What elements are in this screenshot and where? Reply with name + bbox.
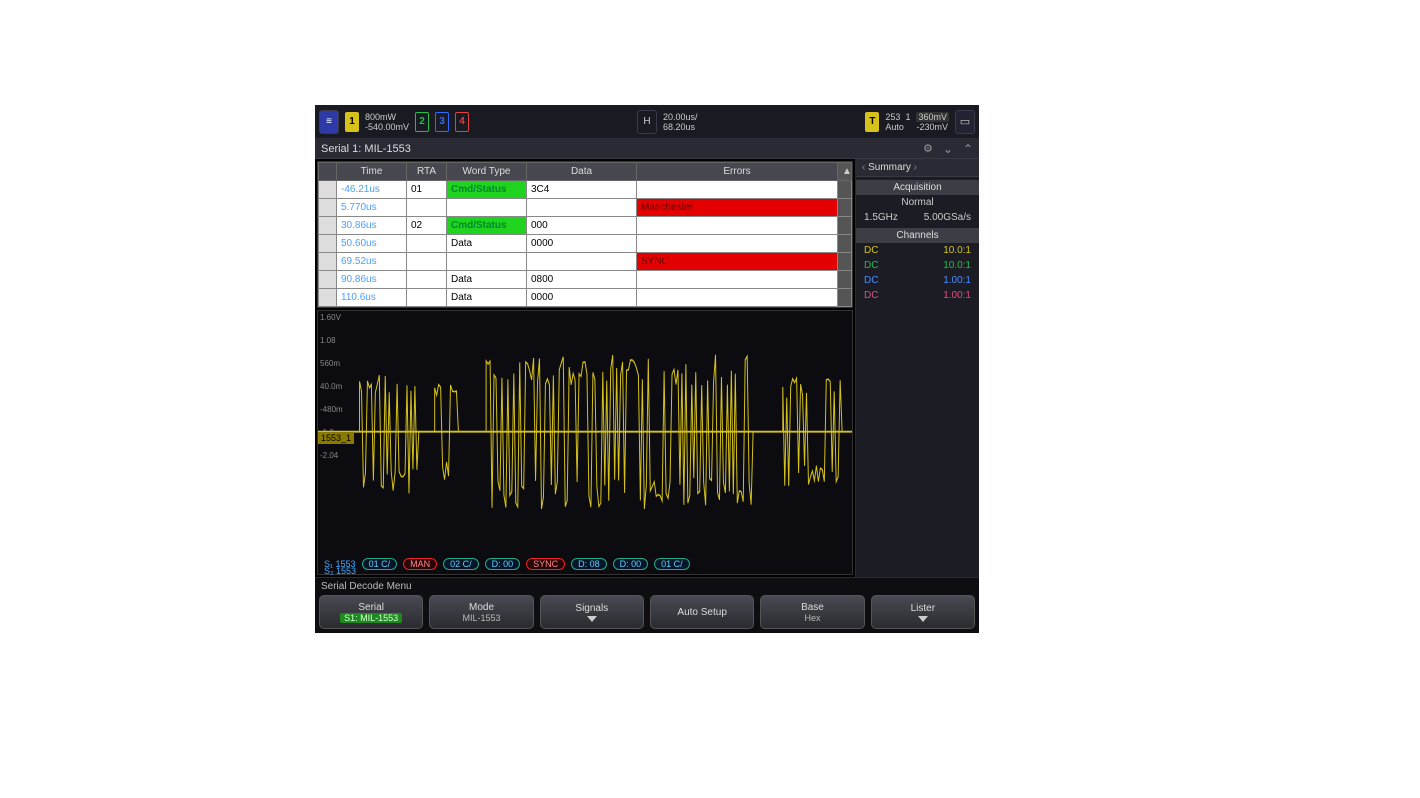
timebase-indicator[interactable]: H [637,110,657,134]
channel-summary-row: DC1.00:1 [856,273,979,288]
timebase-readout: 20.00us/ 68.20us [663,112,698,132]
decode-chip: D: 00 [613,558,649,570]
channel-2-indicator[interactable]: 2 [415,112,429,132]
col-header: Data [527,163,637,181]
decode-chip: SYNC [526,558,565,570]
table-row[interactable]: 69.52usSYNC [319,253,852,271]
channel-summary-row: DC1.00:1 [856,288,979,303]
gear-icon[interactable]: ⚙ [923,142,933,155]
channel-summary-row: DC10.0:1 [856,243,979,258]
table-row[interactable]: 50.60usData0000 [319,235,852,253]
channel-summary-row: DC10.0:1 [856,258,979,273]
chevron-down-icon[interactable]: ⌄ [943,142,953,156]
col-header: RTA [407,163,447,181]
arrow-down-icon [918,616,928,622]
oscilloscope-window: ≡ 1 800mW -540.00mV 2 3 4 H 20.00us/ 68.… [315,105,979,633]
menu-button[interactable]: Base Hex [760,595,864,629]
table-row[interactable]: 30.86us02Cmd/Status000 [319,217,852,235]
trigger-readout: 253 1 Auto [885,112,910,132]
waveform-channel-label: 1553_1 [318,432,354,444]
arrow-down-icon [587,616,597,622]
menu-button[interactable]: Lister [871,595,975,629]
channels-section-header: Channels [856,228,979,243]
table-row[interactable]: -46.21us01Cmd/Status3C4 [319,181,852,199]
col-header: Errors [637,163,838,181]
table-row[interactable]: 5.770usManchester [319,199,852,217]
main-area: TimeRTAWord TypeDataErrors▲ -46.21us01Cm… [315,159,979,577]
serial-title: Serial 1: MIL-1553 [321,143,411,155]
channel-1-indicator[interactable]: 1 [345,112,359,132]
channel-1-scale: 800mW -540.00mV [365,112,409,132]
serial-lister-header: Serial 1: MIL-1553 ⚙ ⌄ ⌃ [315,139,979,159]
channel-4-indicator[interactable]: 4 [455,112,469,132]
decode-chip: MAN [403,558,437,570]
menu-button[interactable]: Auto Setup [650,595,754,629]
table-row[interactable]: 110.6usData0000 [319,289,852,307]
menu-button[interactable]: Signals [540,595,644,629]
serial-decode-menu: Serial Decode Menu Serial S1: MIL-1553 M… [315,577,979,633]
channel-3-indicator[interactable]: 3 [435,112,449,132]
acquisition-section-header: Acquisition [856,180,979,195]
trigger-level-readout: 360mV -230mV [916,112,949,132]
table-body: -46.21us01Cmd/Status3C45.770usManchester… [319,181,852,307]
acquisition-mode: Normal [856,195,979,210]
summary-tab[interactable]: ‹ Summary › [856,159,979,177]
menu-title: Serial Decode Menu [315,578,979,595]
decode-prefix-2: S₂ 1553 [324,566,356,576]
main-menu-button[interactable]: ≡ [319,110,339,134]
decode-chip: 01 C/ [362,558,398,570]
col-header: Word Type [447,163,527,181]
decode-chip: 01 C/ [654,558,690,570]
table-row[interactable]: 90.86usData0800 [319,271,852,289]
acquisition-bandwidth: 1.5GHz5.00GSa/s [856,210,979,225]
menu-button[interactable]: Serial S1: MIL-1553 [319,595,423,629]
decode-lister-table: TimeRTAWord TypeDataErrors▲ -46.21us01Cm… [317,161,853,308]
trigger-channel-indicator[interactable]: T [865,112,879,132]
decode-lane: S₁ 1553 01 C/MAN02 C/D: 00SYNCD: 08D: 00… [318,558,852,570]
waveform-svg [318,311,852,574]
summary-panel: ‹ Summary › Acquisition Normal 1.5GHz5.0… [855,159,979,577]
decode-chip: D: 00 [485,558,521,570]
scrollbar-up-icon[interactable]: ▲ [838,163,852,181]
menu-button[interactable]: Mode MIL-1553 [429,595,533,629]
display-icon[interactable]: ▭ [955,110,975,134]
table-header-row: TimeRTAWord TypeDataErrors▲ [319,163,852,181]
chevron-up-icon[interactable]: ⌃ [963,142,973,156]
top-toolbar: ≡ 1 800mW -540.00mV 2 3 4 H 20.00us/ 68.… [315,105,979,139]
waveform-display[interactable]: 1.60V1.08560m40.0m-480m-1.0-2.04 1553_1 … [317,310,853,575]
decode-chip: D: 08 [571,558,607,570]
col-header: Time [337,163,407,181]
decode-chip: 02 C/ [443,558,479,570]
